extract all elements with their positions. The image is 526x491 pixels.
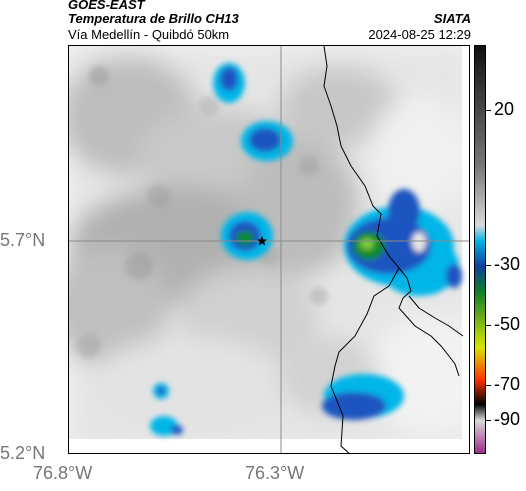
source-title: GOES-EAST [68, 0, 145, 12]
colorbar-label-minus30: -30 [494, 254, 521, 274]
product-title: Temperatura de Brillo CH13 [68, 11, 239, 26]
route-subtitle: Vía Medellín - Quibdó 50km [68, 27, 230, 42]
cloud-speckle [77, 66, 328, 358]
star-icon[interactable] [257, 236, 267, 246]
brand-label: SIATA [433, 11, 471, 26]
no-data-strip [69, 439, 469, 453]
colorbar-label-minus90: -90 [494, 409, 521, 429]
lat-label-5-2: 5.2°N [0, 443, 46, 463]
temperature-colorbar [474, 45, 486, 454]
colorbar-tick [486, 420, 491, 421]
grid-lines [69, 46, 469, 453]
colorbar-label-20: 20 [494, 99, 515, 119]
no-data-strip-right [462, 46, 469, 453]
map-canvas [69, 46, 469, 453]
colorbar-label-minus70: -70 [494, 374, 521, 394]
boundary-lines [323, 46, 464, 453]
colorbar-tick [486, 385, 491, 386]
colorbar-tick [486, 110, 491, 111]
cold-cloud-cells [150, 63, 462, 436]
satellite-map[interactable] [68, 45, 470, 454]
colorbar-tick [486, 265, 491, 266]
lat-label-5-7: 5.7°N [0, 230, 46, 250]
lon-label-76-3: 76.3°W [245, 463, 305, 483]
lon-label-76-8: 76.8°W [33, 463, 93, 483]
colorbar-label-minus50: -50 [494, 314, 521, 334]
timestamp-label: 2024-08-25 12:29 [368, 27, 471, 42]
colorbar-tick [486, 325, 491, 326]
